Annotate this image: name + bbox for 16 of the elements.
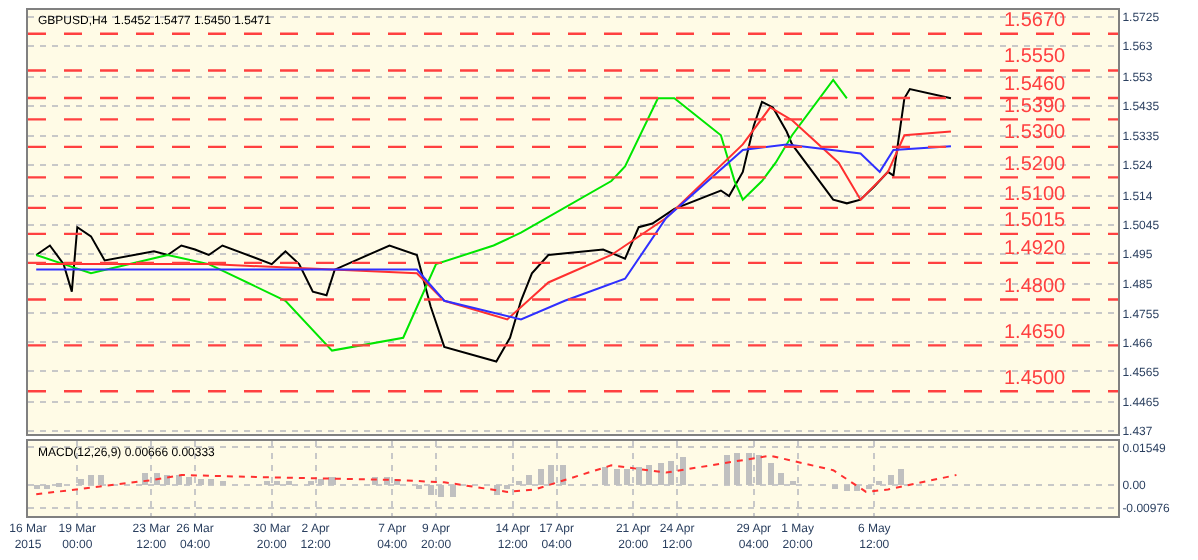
ref-line-label: 1.4500 (1004, 368, 1067, 390)
ref-line-label: 1.5390 (1004, 96, 1067, 118)
ref-line-label: 1.5100 (1004, 184, 1067, 206)
ref-line-label: 1.5550 (1004, 46, 1067, 68)
ref-line-label: 1.4800 (1004, 276, 1067, 298)
line-series (35, 106, 952, 321)
ref-line-label: 1.5460 (1004, 74, 1067, 96)
line-series (35, 143, 952, 321)
line-series (35, 78, 848, 352)
ref-line-label: 1.5300 (1004, 122, 1067, 144)
ref-line-label: 1.4650 (1004, 322, 1067, 344)
line-series (35, 88, 952, 363)
ref-line-label: 1.5015 (1004, 210, 1067, 232)
ref-line-label: 1.4920 (1004, 238, 1067, 260)
ref-line-label: 1.5670 (1004, 10, 1067, 32)
ref-line-label: 1.5200 (1004, 154, 1067, 176)
